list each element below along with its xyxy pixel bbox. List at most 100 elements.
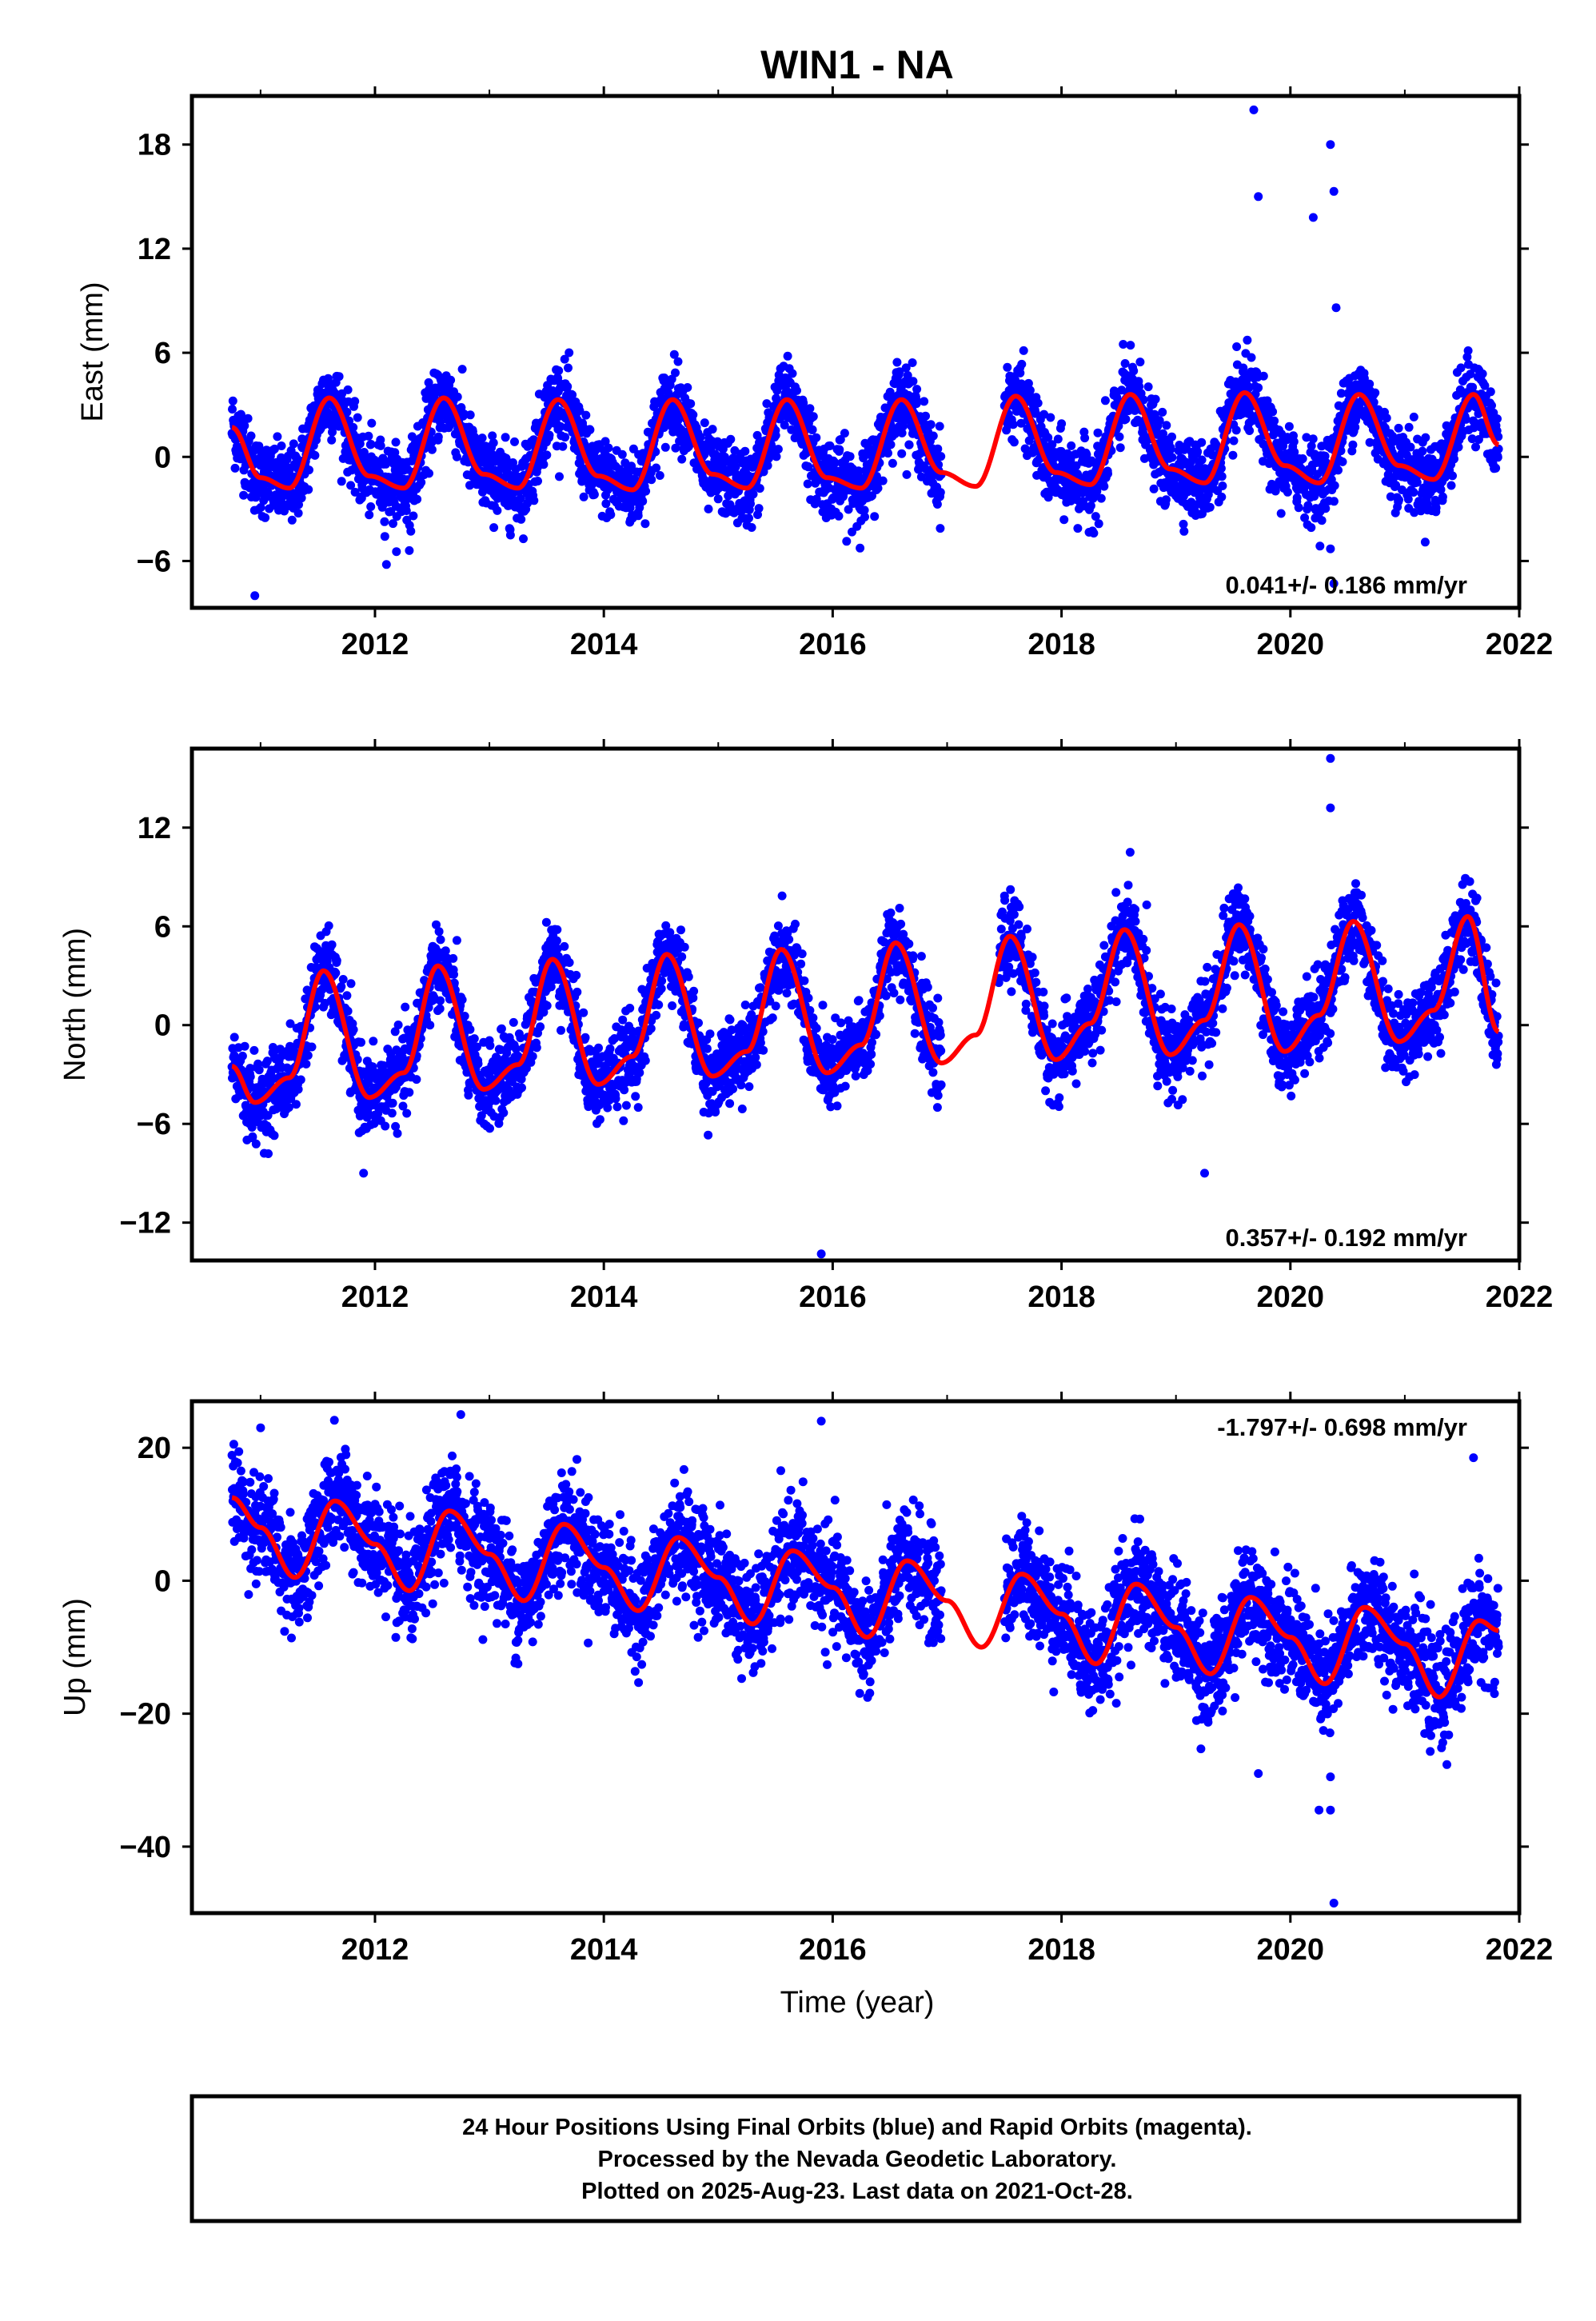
data-point: [485, 1041, 495, 1050]
data-point: [1025, 386, 1035, 395]
data-point: [1463, 346, 1473, 355]
data-point: [228, 396, 237, 405]
data-point: [366, 502, 376, 511]
data-point: [237, 1051, 247, 1061]
data-point: [509, 1017, 518, 1027]
data-point: [935, 421, 944, 431]
outlier-point: [1308, 213, 1318, 222]
data-point: [436, 935, 445, 945]
data-point: [677, 454, 687, 464]
data-point: [497, 1024, 506, 1033]
data-point: [529, 496, 539, 505]
data-point: [1089, 529, 1099, 538]
data-point: [1017, 359, 1027, 369]
y-tick-label: 12: [138, 233, 171, 266]
data-point: [519, 534, 528, 544]
data-point: [256, 503, 265, 512]
data-point: [788, 369, 797, 378]
data-point: [353, 413, 362, 422]
data-point: [332, 956, 341, 965]
data-point: [338, 975, 348, 984]
outlier-point: [1329, 186, 1339, 196]
data-point: [433, 432, 443, 441]
data-point: [1115, 432, 1124, 441]
data-point: [343, 1006, 353, 1016]
data-point: [555, 472, 564, 481]
data-point: [1298, 454, 1307, 463]
chart-title: WIN1 - NA: [760, 42, 954, 87]
data-point: [1179, 526, 1189, 536]
data-point: [1067, 441, 1076, 450]
data-point: [493, 505, 502, 515]
data-point: [424, 378, 433, 387]
data-point: [365, 510, 374, 520]
data-point: [713, 494, 723, 504]
data-point: [812, 433, 821, 442]
data-point: [542, 1001, 552, 1010]
data-point: [686, 399, 696, 409]
data-point: [1167, 432, 1176, 441]
data-point: [337, 477, 346, 486]
data-point: [434, 927, 444, 937]
data-point: [401, 506, 411, 515]
data-point: [297, 493, 306, 503]
data-point: [1162, 421, 1171, 430]
data-point: [1395, 495, 1403, 505]
data-point: [856, 543, 865, 553]
data-point: [291, 1100, 301, 1109]
data-point: [754, 504, 764, 513]
data-point: [346, 979, 356, 989]
data-point: [391, 437, 401, 447]
data-point: [564, 363, 573, 373]
data-point: [406, 526, 416, 536]
data-point: [1283, 487, 1292, 497]
data-point: [783, 351, 792, 361]
data-point: [293, 509, 303, 518]
data-point: [331, 969, 341, 977]
data-point: [1232, 342, 1242, 351]
data-point: [1268, 407, 1278, 417]
data-point: [1493, 453, 1502, 462]
data-point: [1073, 524, 1083, 533]
data-point: [558, 441, 568, 451]
data-point: [1409, 488, 1418, 497]
data-point: [673, 357, 683, 366]
data-point: [1094, 519, 1103, 529]
data-point: [834, 511, 844, 521]
x-tick-label: 2012: [341, 628, 409, 661]
x-tick-label: 2018: [1027, 628, 1095, 661]
data-point: [380, 532, 389, 541]
data-point: [1245, 426, 1255, 435]
data-point: [264, 1149, 273, 1158]
north-points: [227, 753, 1503, 1259]
data-point: [1303, 501, 1313, 510]
data-point: [617, 449, 627, 459]
data-point: [387, 1109, 397, 1118]
data-point: [1093, 428, 1103, 437]
data-point: [1254, 383, 1263, 393]
data-point: [808, 412, 818, 421]
data-point: [413, 494, 422, 504]
data-point: [505, 530, 515, 540]
data-point: [638, 497, 648, 506]
data-point: [902, 469, 912, 479]
outlier-point: [381, 560, 391, 569]
data-point: [390, 448, 400, 457]
data-point: [328, 427, 337, 437]
outlier-point: [1249, 105, 1259, 114]
data-point: [1115, 443, 1125, 453]
x-tick-label: 2022: [1486, 628, 1554, 661]
data-point: [307, 1042, 317, 1052]
data-point: [1100, 396, 1110, 405]
data-point: [1103, 469, 1112, 478]
data-point: [436, 996, 445, 1005]
data-point: [1167, 453, 1177, 462]
data-point: [491, 1096, 501, 1105]
data-point: [1292, 493, 1302, 502]
data-point: [393, 1021, 403, 1029]
data-point: [633, 511, 643, 521]
data-point: [510, 437, 519, 446]
data-point: [254, 1065, 264, 1075]
data-point: [289, 439, 298, 449]
